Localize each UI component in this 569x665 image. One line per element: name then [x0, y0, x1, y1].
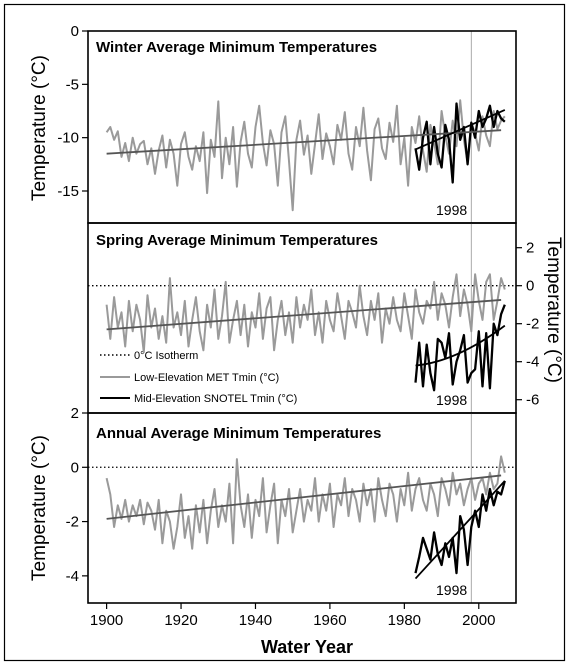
winter-y-tick-label: -5: [66, 76, 79, 93]
annual-snotel_trend-line: [414, 480, 506, 580]
winter-1998-marker-label: 1998: [436, 202, 467, 218]
winter-snotel-series-line: [414, 102, 506, 184]
x-tick-label: 1980: [388, 612, 421, 629]
spring-met_trend-line: [106, 299, 502, 331]
spring-y-tick-label: -6: [526, 392, 539, 409]
winter-y-tick-label: -15: [57, 183, 79, 200]
spring-met-series-line: [105, 273, 506, 354]
annual-snotel-series-line: [414, 480, 506, 575]
winter-snotel_trend-line: [415, 109, 506, 151]
x-tick-label: 2000: [462, 612, 495, 629]
annual-met-series-line: [105, 455, 506, 550]
legend-snotel-label: Mid-Elevation SNOTEL Tmin (°C): [134, 393, 297, 405]
figure-border: [3, 3, 566, 662]
spring-panel: Spring Average Minimum Temperatures Temp…: [87, 222, 564, 414]
annual-plot-frame: [87, 412, 517, 604]
spring-y-axis-label: Temperature (°C): [543, 237, 564, 383]
winter-panel-title: Winter Average Minimum Temperatures: [96, 39, 377, 56]
legend-isotherm-label: 0°C Isotherm: [134, 350, 198, 362]
legend-met-label: Low-Elevation MET Tmin (°C): [134, 372, 279, 384]
x-tick-label: 1920: [164, 612, 197, 629]
x-tick-label: 1940: [239, 612, 272, 629]
x-tick-label: 1960: [313, 612, 346, 629]
winter-met_trend-line: [106, 129, 502, 155]
spring-y-tick-label: 0: [526, 278, 534, 295]
x-tick-label: 1900: [90, 612, 123, 629]
winter-y-axis-label: Temperature (°C): [29, 55, 50, 201]
spring-y-tick-label: -2: [526, 316, 539, 333]
spring-y-tick-label: 2: [526, 240, 534, 257]
spring-snotel_trend-line: [415, 324, 506, 367]
annual-panel: Annual Average Minimum Temperatures Temp…: [29, 405, 517, 657]
annual-1998-marker-label: 1998: [436, 582, 467, 598]
annual-y-tick-label: -4: [66, 568, 79, 585]
annual-y-tick-label: 0: [71, 459, 79, 476]
spring-1998-marker-label: 1998: [436, 392, 467, 408]
x-axis-label: Water Year: [261, 637, 353, 657]
spring-snotel-series-line: [414, 304, 506, 392]
winter-y-tick-label: 0: [71, 23, 79, 40]
winter-met-series-line: [105, 99, 506, 212]
annual-panel-title: Annual Average Minimum Temperatures: [96, 425, 381, 442]
winter-y-tick-label: -10: [57, 130, 79, 147]
legend: 0°C Isotherm Low-Elevation MET Tmin (°C)…: [100, 350, 297, 405]
spring-panel-title: Spring Average Minimum Temperatures: [96, 232, 378, 249]
annual-y-tick-label: 2: [71, 405, 79, 422]
annual-y-tick-label: -2: [66, 514, 79, 531]
winter-panel: Winter Average Minimum Temperatures Temp…: [29, 23, 517, 224]
annual-y-axis-label: Temperature (°C): [29, 435, 50, 581]
annual-met_trend-line: [106, 474, 502, 520]
spring-y-tick-label: -4: [526, 354, 539, 371]
